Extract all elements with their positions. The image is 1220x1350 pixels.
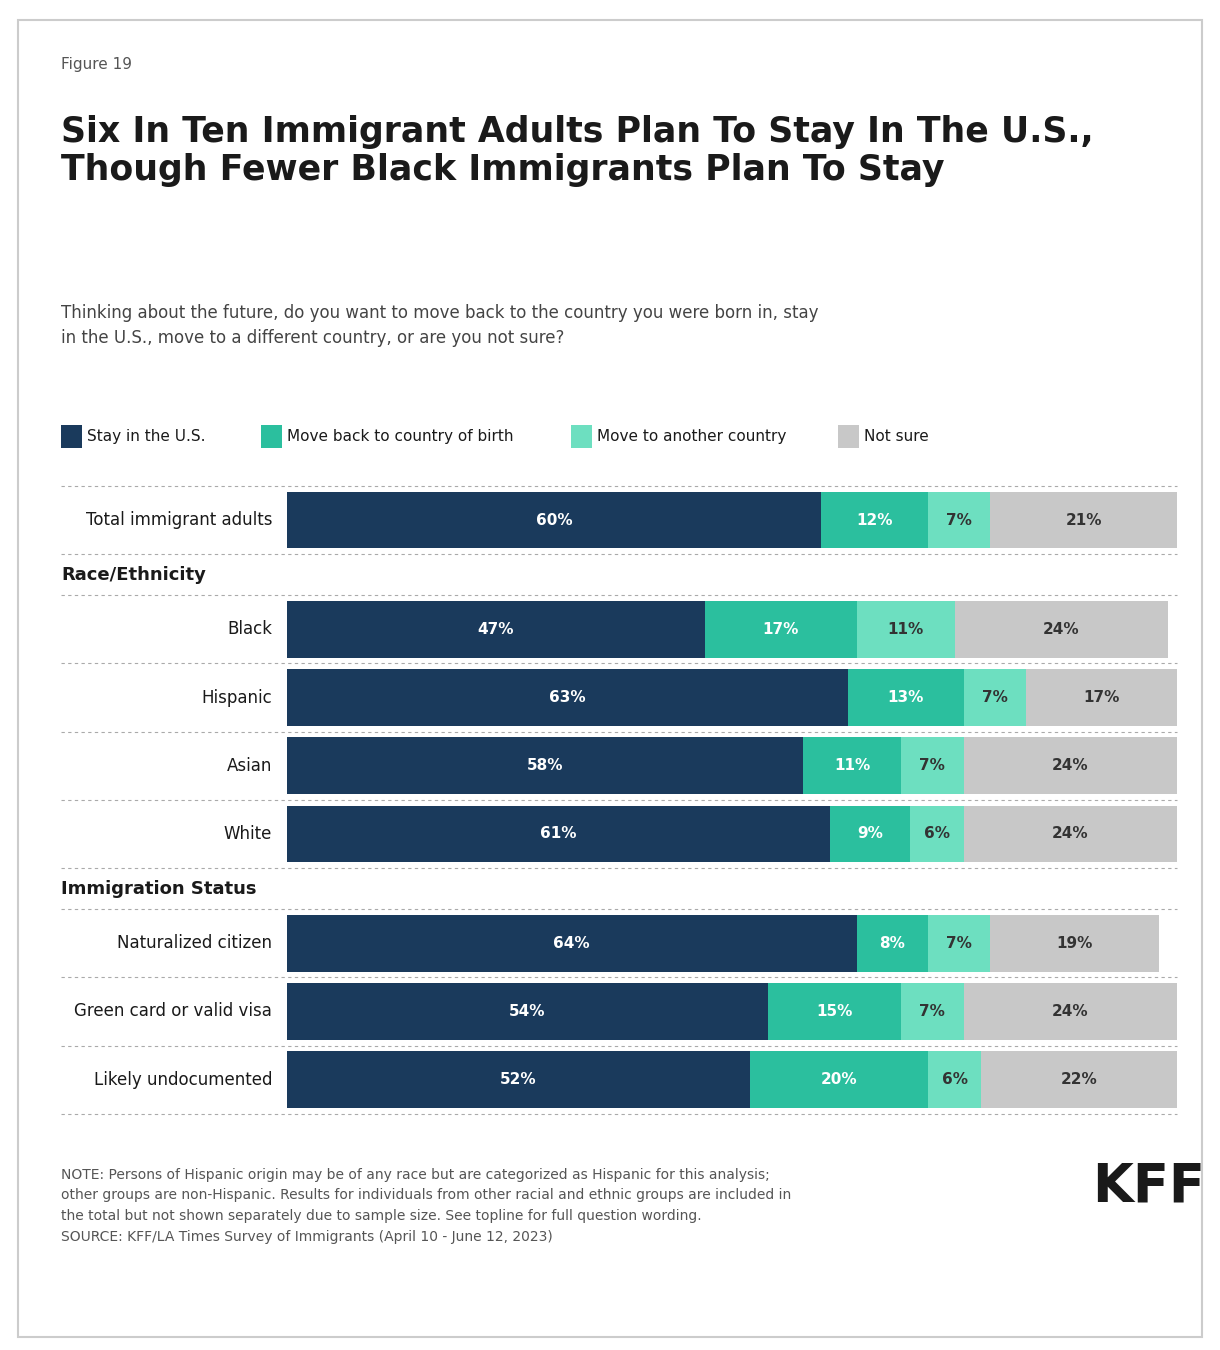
Bar [964,983,1177,1040]
Bar [856,601,954,657]
Text: 47%: 47% [478,622,515,637]
Text: Naturalized citizen: Naturalized citizen [117,934,272,952]
Text: 7%: 7% [982,690,1008,705]
Text: Black: Black [227,620,272,639]
Text: Move to another country: Move to another country [597,429,786,444]
Bar [902,983,964,1040]
Text: Not sure: Not sure [864,429,928,444]
Text: 9%: 9% [858,826,883,841]
Text: 8%: 8% [880,936,905,950]
Text: White: White [223,825,272,842]
Text: NOTE: Persons of Hispanic origin may be of any race but are categorized as Hispa: NOTE: Persons of Hispanic origin may be … [61,1168,792,1243]
Text: 58%: 58% [527,759,564,774]
Text: 24%: 24% [1043,622,1080,637]
Text: 54%: 54% [509,1004,545,1019]
Bar [964,737,1177,794]
Bar [954,601,1169,657]
Text: Green card or valid visa: Green card or valid visa [74,1003,272,1021]
Text: Six In Ten Immigrant Adults Plan To Stay In The U.S.,
Though Fewer Black Immigra: Six In Ten Immigrant Adults Plan To Stay… [61,115,1093,186]
Text: 21%: 21% [1065,513,1102,528]
Bar [287,491,821,548]
Bar [287,670,848,726]
Text: 12%: 12% [856,513,893,528]
Bar [902,737,964,794]
Text: 61%: 61% [540,826,577,841]
Text: Thinking about the future, do you want to move back to the country you were born: Thinking about the future, do you want t… [61,304,819,347]
Text: 19%: 19% [1057,936,1093,950]
Text: 7%: 7% [920,759,946,774]
Bar [991,491,1177,548]
Bar [287,983,767,1040]
Text: 7%: 7% [920,1004,946,1019]
Bar [61,425,82,448]
Text: Stay in the U.S.: Stay in the U.S. [87,429,205,444]
Bar [767,983,902,1040]
Bar [964,670,1026,726]
Text: Total immigrant adults: Total immigrant adults [85,512,272,529]
Text: 64%: 64% [554,936,590,950]
Bar [287,601,705,657]
Text: Figure 19: Figure 19 [61,57,132,72]
Bar [803,737,902,794]
Bar [991,915,1159,972]
Text: 22%: 22% [1061,1072,1098,1087]
Text: 7%: 7% [947,936,972,950]
Bar [964,806,1177,863]
Bar [571,425,592,448]
Bar [287,737,803,794]
Bar [830,806,910,863]
Bar [848,670,964,726]
Bar [821,491,928,548]
Text: 20%: 20% [821,1072,858,1087]
Text: 11%: 11% [887,622,924,637]
Text: Asian: Asian [227,757,272,775]
Bar [928,491,991,548]
Text: Likely undocumented: Likely undocumented [94,1071,272,1088]
Text: Race/Ethnicity: Race/Ethnicity [61,566,206,583]
Text: 24%: 24% [1052,1004,1088,1019]
Bar [287,1052,750,1108]
Bar [287,915,856,972]
Bar [981,1052,1177,1108]
Text: 6%: 6% [924,826,950,841]
Bar [838,425,859,448]
Text: 60%: 60% [536,513,572,528]
Text: 17%: 17% [1083,690,1120,705]
Bar [261,425,282,448]
Text: 17%: 17% [762,622,799,637]
Text: Immigration Status: Immigration Status [61,880,256,898]
Text: KFF: KFF [1092,1161,1205,1214]
Text: 11%: 11% [834,759,870,774]
Bar [856,915,928,972]
Bar [750,1052,928,1108]
Text: Move back to country of birth: Move back to country of birth [287,429,514,444]
Text: Hispanic: Hispanic [201,688,272,706]
Bar [910,806,964,863]
Text: 52%: 52% [500,1072,537,1087]
Text: 24%: 24% [1052,759,1088,774]
Bar [1026,670,1177,726]
Bar [287,806,830,863]
Bar [705,601,856,657]
Text: 13%: 13% [887,690,924,705]
Text: 15%: 15% [816,1004,853,1019]
Text: 7%: 7% [947,513,972,528]
Text: 63%: 63% [549,690,586,705]
Bar [928,915,991,972]
Text: 6%: 6% [942,1072,967,1087]
Text: 24%: 24% [1052,826,1088,841]
Bar [928,1052,981,1108]
